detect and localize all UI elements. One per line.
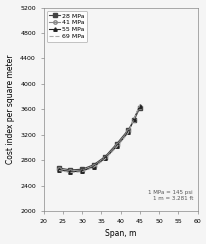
55 MPa (69, 170, 71, 173)
Y-axis label: Cost index per square meter: Cost index per square meter (6, 55, 14, 164)
55 MPa (138, 104, 140, 107)
55 MPa (103, 157, 106, 160)
Line: 55 MPa: 55 MPa (57, 104, 141, 173)
69 MPa (57, 169, 60, 172)
55 MPa (126, 131, 129, 134)
69 MPa (138, 103, 140, 106)
41 MPa (57, 168, 60, 171)
69 MPa (126, 132, 129, 134)
69 MPa (115, 145, 117, 148)
69 MPa (69, 171, 71, 174)
28 MPa (69, 168, 71, 171)
Line: 69 MPa: 69 MPa (59, 105, 139, 173)
28 MPa (92, 163, 94, 166)
Text: 1 MPa = 145 psi
1 m = 3.281 ft: 1 MPa = 145 psi 1 m = 3.281 ft (148, 190, 192, 201)
Line: 28 MPa: 28 MPa (57, 106, 141, 172)
69 MPa (132, 117, 135, 120)
41 MPa (103, 156, 106, 159)
28 MPa (138, 107, 140, 110)
X-axis label: Span, m: Span, m (104, 229, 136, 238)
28 MPa (126, 128, 129, 131)
28 MPa (132, 119, 135, 122)
41 MPa (126, 130, 129, 132)
41 MPa (138, 105, 140, 108)
55 MPa (92, 165, 94, 168)
Legend: 28 MPa, 41 MPa, 55 MPa, 69 MPa: 28 MPa, 41 MPa, 55 MPa, 69 MPa (46, 11, 87, 42)
41 MPa (132, 118, 135, 121)
55 MPa (57, 168, 60, 171)
28 MPa (57, 166, 60, 169)
69 MPa (80, 170, 83, 173)
41 MPa (92, 165, 94, 168)
55 MPa (80, 170, 83, 173)
69 MPa (92, 166, 94, 169)
28 MPa (80, 168, 83, 171)
41 MPa (69, 170, 71, 173)
55 MPa (115, 145, 117, 148)
Line: 41 MPa: 41 MPa (57, 105, 141, 173)
28 MPa (115, 142, 117, 145)
69 MPa (103, 158, 106, 161)
41 MPa (80, 169, 83, 172)
41 MPa (115, 143, 117, 146)
55 MPa (132, 118, 135, 121)
28 MPa (103, 155, 106, 158)
